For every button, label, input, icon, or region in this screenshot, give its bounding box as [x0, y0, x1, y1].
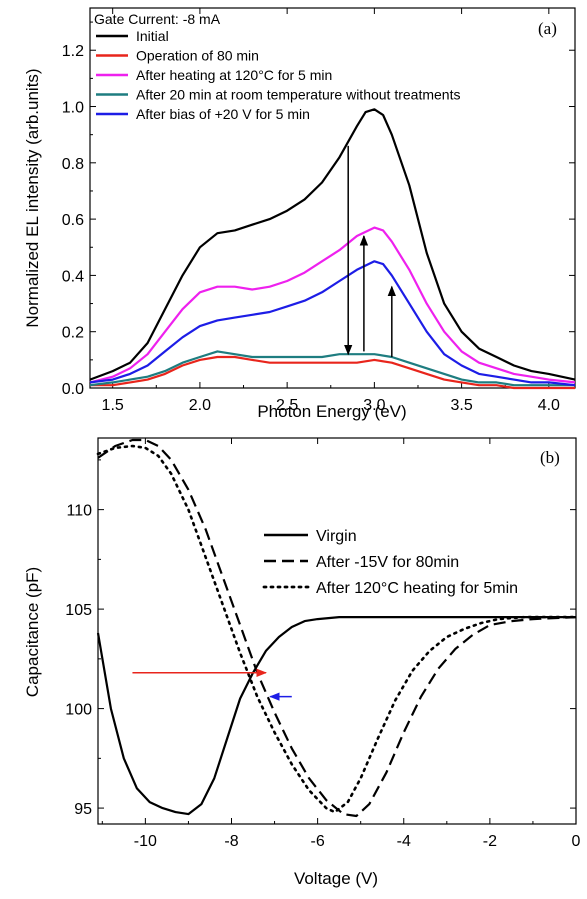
chart-panel-b: -10 -8 -6 -4 -2 0 95 100 105 110 Virgin After -15…	[23, 437, 581, 888]
panel-label-b: (b)	[540, 448, 560, 467]
legend-label-a-0: Initial	[136, 28, 169, 44]
x-axis-label-b: Voltage (V)	[294, 869, 378, 888]
x-axis-label-a: Photon Energy (eV)	[257, 402, 406, 421]
y-tick-label-b: 95	[74, 801, 92, 818]
y-axis-label-b: Capacitance (pF)	[23, 567, 42, 697]
legend-label-a-1: Operation of 80 min	[136, 48, 259, 64]
x-tick-label-b: -4	[397, 833, 411, 850]
series-line-a-4	[89, 260, 576, 387]
legend-label-b-1: After -15V for 80min	[316, 554, 459, 571]
legend-label-b-2: After 120°C heating for 5min	[316, 580, 518, 597]
x-tick-label-b: 0	[572, 833, 581, 850]
y-tick-label-a: 0.6	[62, 212, 84, 229]
series-line-b-1	[97, 438, 577, 818]
panel-label-a: (a)	[538, 19, 557, 38]
chart-panel-a: 1.5 2.0 2.5 3.0 3.5 4.0 0.0 0.2 0.4 0.6 0.8 1.0 1.2…	[23, 7, 576, 421]
legend-label-a-2: After heating at 120°C for 5 min	[136, 67, 332, 83]
legend-label-b-0: Virgin	[316, 528, 357, 545]
plot-frame-b	[97, 437, 577, 825]
series-line-a-1	[90, 355, 575, 390]
y-tick-label-b: 110	[66, 503, 92, 520]
x-tick-label-a: 2.5	[276, 397, 298, 414]
legend-title-a: Gate Current: -8 mA	[94, 11, 221, 27]
series-line-b-0	[96, 616, 576, 816]
y-tick-label-b: 100	[65, 702, 92, 719]
x-tick-label-a: 4.0	[538, 397, 560, 414]
series-line-a-2	[89, 226, 576, 384]
series-line-a-0	[89, 108, 576, 381]
y-tick-label-a: 1.2	[62, 43, 84, 60]
y-tick-label-a: 0.0	[62, 381, 84, 398]
x-tick-label-a: 3.0	[363, 397, 385, 414]
series-line-b-2	[96, 444, 578, 814]
legend-label-a-3: After 20 min at room temperature without…	[136, 87, 460, 103]
y-axis-label-a: Normalized EL intensity (arb.units)	[23, 68, 42, 327]
x-tick-label-b: -10	[134, 833, 157, 850]
y-tick-label-a: 0.8	[62, 156, 84, 173]
x-tick-label-a: 2.0	[189, 397, 211, 414]
x-tick-label-b: -6	[311, 833, 325, 850]
x-tick-label-a: 1.5	[102, 397, 124, 414]
series-line-a-3	[89, 350, 575, 387]
plot-frame-a	[89, 7, 576, 389]
y-tick-label-a: 1.0	[62, 100, 84, 117]
y-tick-label-a: 0.2	[62, 325, 84, 342]
y-tick-label-b: 105	[65, 602, 92, 619]
x-tick-label-b: -2	[483, 833, 497, 850]
y-tick-label-a: 0.4	[62, 268, 84, 285]
x-tick-label-b: -8	[224, 833, 238, 850]
legend-label-a-4: After bias of +20 V for 5 min	[136, 106, 310, 122]
x-tick-label-a: 3.5	[450, 397, 472, 414]
